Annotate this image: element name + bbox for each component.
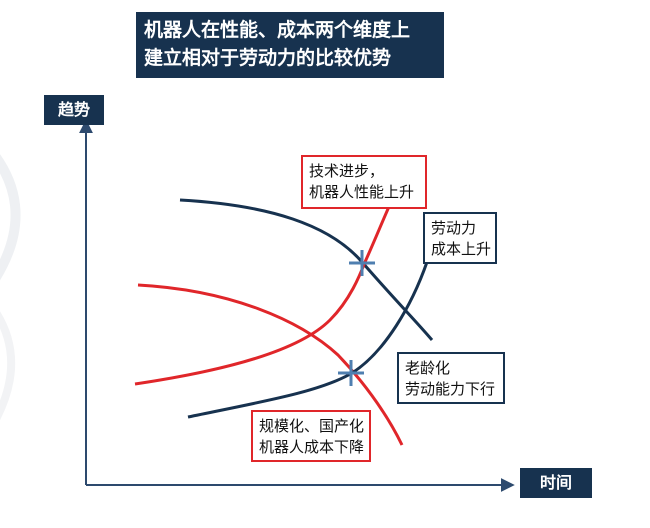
annotation-line: 机器人性能上升 (309, 183, 415, 201)
annotation-labor-cost: 劳动力 成本上升 (423, 212, 497, 264)
annotation-line: 技术进步， (309, 162, 385, 180)
robot-cost-curve (137, 283, 404, 446)
crossing-marker-lower (338, 360, 364, 386)
page-title: 机器人在性能、成本两个维度上 建立相对于劳动力的比较优势 (136, 12, 444, 78)
crossing-marker-upper (349, 250, 375, 276)
annotation-aging: 老龄化 劳动能力下行 (397, 352, 505, 404)
annotation-line: 劳动能力下行 (405, 380, 496, 398)
labor-ability-curve (179, 198, 434, 341)
annotation-line: 成本上升 (431, 240, 492, 258)
annotation-line: 老龄化 (405, 359, 451, 377)
x-axis-label: 时间 (520, 468, 592, 498)
annotation-line: 机器人成本下降 (259, 438, 365, 456)
annotation-tech-progress: 技术进步， 机器人性能上升 (301, 155, 427, 209)
annotation-line: 规模化、国产化 (259, 417, 365, 435)
robot-performance-curve (134, 199, 394, 386)
title-line-1: 机器人在性能、成本两个维度上 (144, 19, 411, 41)
labor-cost-curve (187, 261, 429, 419)
annotation-line: 劳动力 (431, 219, 477, 237)
annotation-scale-localization: 规模化、国产化 机器人成本下降 (251, 410, 371, 462)
y-axis-label: 趋势 (44, 95, 104, 125)
title-line-2: 建立相对于劳动力的比较优势 (144, 47, 392, 69)
